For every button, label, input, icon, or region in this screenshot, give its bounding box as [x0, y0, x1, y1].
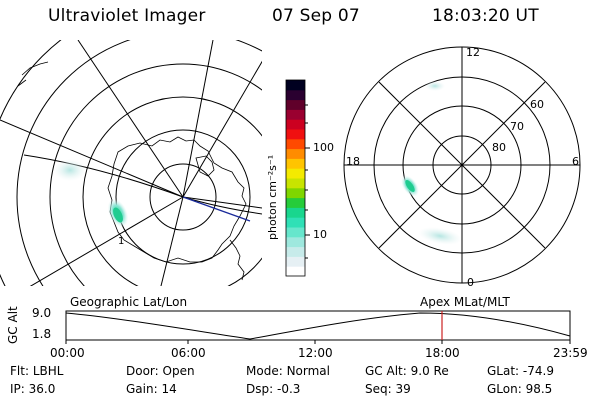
colorbar-segment [286, 217, 305, 228]
timeline-y-tick-bottom: 1.8 [32, 327, 52, 341]
time-label: 18:03:20 UT [432, 6, 539, 26]
status-dsp: Dsp: -0.3 [246, 382, 301, 396]
colorbar-segment [286, 129, 305, 140]
colorbar-tick-100: 100 [313, 141, 334, 154]
mlt-label-12: 12 [466, 46, 480, 59]
timeline-left-label: Geographic Lat/Lon [70, 295, 188, 309]
colorbar-segment [286, 80, 305, 91]
status-door: Door: Open [126, 364, 195, 378]
colorbar-segment [286, 236, 305, 248]
geographic-map [0, 40, 262, 286]
status-mode: Mode: Normal [246, 364, 330, 378]
satellite-track [182, 196, 251, 222]
colorbar-segment [286, 99, 305, 110]
date-label: 07 Sep 07 [272, 6, 360, 26]
timeline-x-tick-2: 12:00 [298, 346, 333, 360]
status-gc-alt: GC Alt: 9.0 Re [365, 364, 449, 378]
status-gain: Gain: 14 [126, 382, 177, 396]
polar-plot [343, 46, 581, 284]
colorbar-segment [286, 89, 305, 101]
timeline-x-tick-1: 06:00 [171, 346, 206, 360]
timeline-right-label: Apex MLat/MLT [420, 295, 510, 309]
timeline-y-axis-label: GC Alt [6, 306, 20, 344]
colorbar-segment [286, 227, 305, 238]
status-glat: GLat: -74.9 [487, 364, 554, 378]
status-seq: Seq: 39 [365, 382, 411, 396]
altitude-curve [65, 312, 571, 340]
lat-label-80: 80 [492, 141, 506, 154]
timeline-x-tick-0: 00:00 [50, 346, 85, 360]
timeline-x-tick-3: 18:00 [425, 346, 460, 360]
colorbar-segment [286, 109, 305, 120]
lat-label-60: 60 [530, 98, 544, 111]
timeline-y-tick-top: 9.0 [32, 306, 52, 320]
colorbar-segment [286, 119, 305, 130]
colorbar-segment [286, 256, 305, 267]
colorbar-segment [286, 138, 305, 150]
colorbar-segment [286, 178, 305, 189]
colorbar-segment [286, 158, 305, 169]
timeline-frame [65, 310, 571, 341]
mlt-label-0: 0 [467, 276, 474, 289]
map-glyph: 1 [118, 236, 124, 247]
instrument-title: Ultraviolet Imager [48, 6, 206, 26]
mlt-label-6: 6 [572, 155, 579, 168]
polar-aurora [401, 81, 462, 245]
status-flt: Flt: LBHL [10, 364, 64, 378]
colorbar-segment [286, 207, 305, 218]
mlt-label-18: 18 [346, 155, 360, 168]
colorbar-segment [286, 266, 305, 277]
colorbar-unit-label: photon cm⁻²s⁻¹ [266, 154, 279, 240]
colorbar [286, 80, 305, 277]
colorbar-frame [285, 79, 306, 277]
colorbar-segment [286, 197, 305, 208]
colorbar-tick-10: 10 [313, 228, 327, 241]
colorbar-segment [286, 148, 305, 159]
colorbar-segment [286, 168, 305, 179]
timeline-x-tick-4: 23:59 [553, 346, 588, 360]
status-ip: IP: 36.0 [10, 382, 56, 396]
status-glon: GLon: 98.5 [487, 382, 553, 396]
colorbar-segment [286, 246, 305, 257]
lat-label-70: 70 [510, 120, 524, 133]
colorbar-segment [286, 187, 305, 199]
